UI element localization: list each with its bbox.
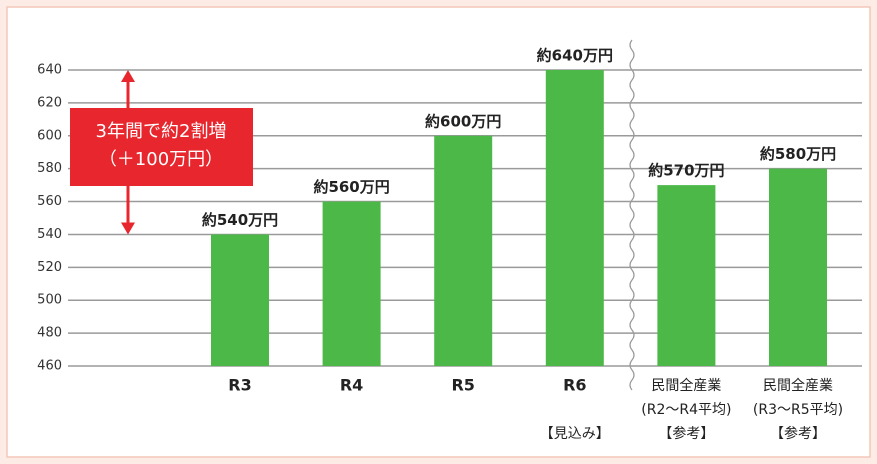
value-label: 約540万円	[202, 211, 278, 229]
x-tick-sublabel: 【見込み】	[540, 426, 610, 442]
arrow-head	[121, 222, 135, 235]
bar	[322, 201, 381, 366]
y-tick-label: 480	[37, 326, 62, 341]
bar	[657, 185, 716, 366]
y-tick-label: 620	[37, 95, 62, 110]
x-tick-sublabel: (R3～R5平均)	[753, 402, 843, 418]
x-tick-label: R3	[228, 376, 251, 395]
x-tick-sublabel: 【参考】	[770, 425, 826, 442]
bar	[434, 135, 493, 366]
x-tick-label: 民間全産業	[763, 377, 833, 394]
x-tick-sublabel: 【参考】	[658, 425, 714, 442]
y-tick-label: 500	[37, 293, 62, 308]
y-tick-label: 520	[37, 260, 62, 275]
annotation-box	[70, 108, 253, 186]
y-tick-label: 540	[37, 227, 62, 242]
arrow-head	[121, 70, 135, 82]
value-label: 約600万円	[425, 112, 501, 130]
bar	[769, 168, 827, 366]
bar	[545, 70, 604, 366]
y-tick-label: 580	[37, 161, 62, 176]
axis-break	[629, 39, 635, 391]
x-tick-sublabel: (R2～R4平均)	[641, 402, 731, 418]
y-tick-label: 460	[37, 359, 62, 374]
annotation-text: （＋100万円）	[99, 149, 223, 170]
x-tick-label: R5	[451, 376, 474, 395]
value-label: 約560万円	[313, 178, 389, 196]
y-tick-label: 560	[37, 194, 62, 209]
y-tick-label: 640	[37, 63, 62, 78]
value-label: 約640万円	[537, 47, 613, 65]
annotation-text: 3年間で約2割増	[96, 121, 227, 142]
value-label: 約580万円	[760, 145, 836, 163]
x-tick-label: R6	[563, 376, 586, 395]
y-tick-label: 600	[37, 128, 62, 143]
bar	[211, 234, 269, 366]
x-tick-label: R4	[340, 376, 363, 395]
value-label: 約570万円	[648, 162, 724, 180]
x-tick-label: 民間全産業	[651, 377, 721, 394]
